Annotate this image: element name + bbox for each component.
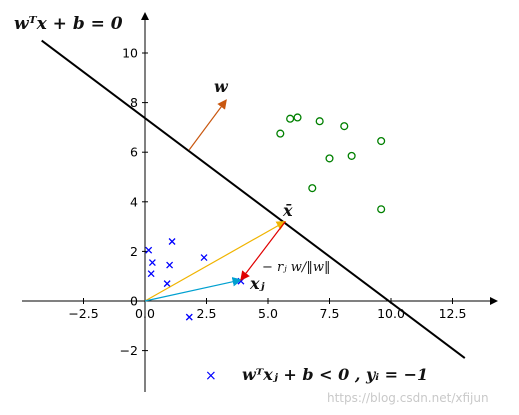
x-tick-label: −2.5 bbox=[68, 306, 98, 321]
y-tick-label: 6 bbox=[130, 145, 138, 160]
positive-point bbox=[293, 113, 302, 122]
negative-point bbox=[145, 246, 153, 254]
x-tick-label: 2.5 bbox=[197, 306, 217, 321]
y-axis-arrowhead bbox=[141, 12, 149, 20]
xj-vector-arrow bbox=[144, 277, 243, 302]
hyperplane-equation: wᵀx + b = 0 bbox=[14, 14, 123, 34]
y-tick-label: 8 bbox=[130, 95, 138, 110]
positive-point bbox=[347, 151, 356, 160]
positive-point bbox=[340, 122, 349, 131]
positive-point bbox=[325, 154, 334, 163]
positive-point bbox=[276, 129, 285, 138]
negative-point bbox=[148, 259, 156, 267]
axes bbox=[22, 12, 498, 392]
x-tick-label: 5.0 bbox=[258, 306, 278, 321]
x-tick-label: 10.0 bbox=[377, 306, 405, 321]
xbar-label: x̄ bbox=[282, 201, 293, 220]
y-tick-label: −2 bbox=[120, 343, 138, 358]
positive-point bbox=[377, 136, 386, 146]
negative-marker-legend: × bbox=[205, 368, 217, 384]
x-tick-label: 7.5 bbox=[320, 306, 340, 321]
r-vector-arrow bbox=[240, 221, 286, 281]
r-label: − rⱼ w/‖w‖ bbox=[262, 260, 330, 275]
xj-label: xⱼ bbox=[249, 274, 266, 293]
positive-point bbox=[315, 117, 324, 126]
negative-point bbox=[185, 313, 193, 321]
negative-point bbox=[200, 254, 208, 262]
w-label: w bbox=[214, 77, 229, 96]
negative-points bbox=[145, 238, 245, 321]
negative-point bbox=[168, 238, 176, 245]
y-tick-label: 2 bbox=[130, 244, 138, 259]
x-tick-label: 12.5 bbox=[439, 306, 467, 321]
watermark: https://blog.csdn.net/xfijun bbox=[327, 391, 489, 405]
positive-point bbox=[308, 184, 317, 193]
negative-point bbox=[163, 280, 171, 288]
positive-points bbox=[276, 113, 386, 214]
y-tick-label: 10 bbox=[122, 46, 138, 61]
w-vector-arrow bbox=[188, 99, 227, 151]
xbar-vector-arrow bbox=[144, 221, 287, 302]
y-tick-label: 0 bbox=[130, 294, 138, 309]
negative-point bbox=[166, 261, 174, 269]
positive-point bbox=[377, 205, 386, 214]
x-axis-arrowhead bbox=[490, 297, 498, 305]
x-tick-label: 0.0 bbox=[135, 306, 155, 321]
ticks: −2.5 0.0 2.5 5.0 7.5 10.0 12.5 −2 0 2 4 6 8 10 bbox=[68, 46, 466, 359]
negative-class-condition: wᵀxⱼ + b < 0 , yᵢ = −1 bbox=[242, 365, 428, 384]
positive-point bbox=[286, 114, 295, 123]
negative-point bbox=[147, 270, 155, 278]
y-tick-label: 4 bbox=[130, 194, 138, 209]
hyperplane-line bbox=[41, 39, 466, 359]
